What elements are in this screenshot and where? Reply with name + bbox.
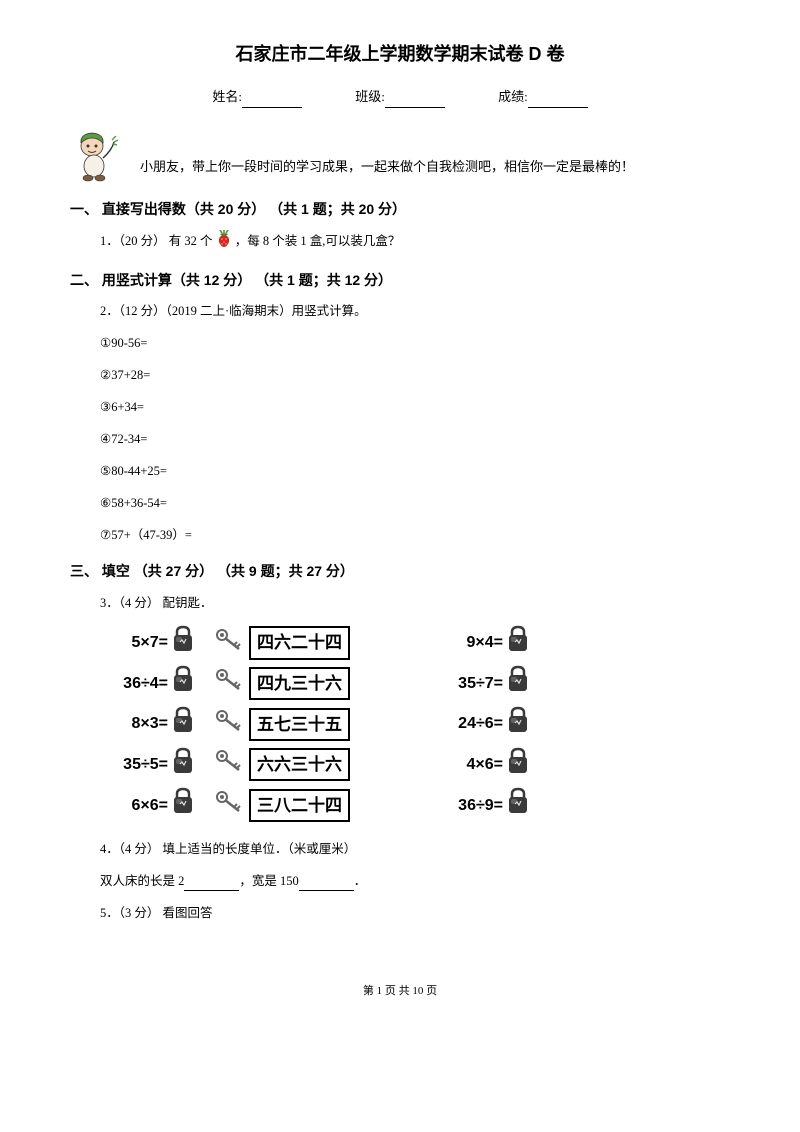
- question-2: 2．（12 分）（2019 二上·临海期末）用竖式计算。: [100, 301, 730, 321]
- question-4: 4．（4 分） 填上适当的长度单位．（米或厘米）: [100, 839, 730, 859]
- key-phrase: 三八二十四: [215, 789, 385, 822]
- intro-row: 小朋友，带上你一段时间的学习成果，一起来做个自我检测吧，相信你一定是最棒的！: [70, 128, 730, 183]
- chinese-phrase-box: 三八二十四: [249, 789, 350, 822]
- strawberry-icon: [216, 230, 232, 254]
- page-footer: 第 1 页 共 10 页: [70, 983, 730, 1001]
- q2-item-5: ⑤80-44+25=: [100, 461, 730, 481]
- lock-icon: [506, 787, 530, 824]
- key-icon: [215, 667, 245, 700]
- lock-icon: [171, 625, 195, 662]
- key-phrase: 六六三十六: [215, 748, 385, 781]
- class-label: 班级:: [355, 89, 385, 104]
- lock-right-expr: 36÷9=: [420, 787, 530, 824]
- section-3-header: 三、 填空 （共 27 分） （共 9 题；共 27 分）: [70, 560, 730, 582]
- question-1: 1．（20 分） 有 32 个 ，每 8 个装 1 盒,可以装几盒？: [100, 230, 730, 254]
- lock-left-expr: 6×6=: [100, 787, 195, 824]
- lock-left-expr: 35÷5=: [100, 747, 195, 784]
- key-icon: [215, 748, 245, 781]
- chinese-phrase-box: 五七三十五: [249, 708, 350, 741]
- key-icon: [215, 627, 245, 660]
- key-icon: [215, 789, 245, 822]
- question-4-line: 双人床的长是 2 ，宽是 150 ．: [100, 871, 730, 891]
- key-phrase: 五七三十五: [215, 708, 385, 741]
- name-label: 姓名:: [212, 89, 242, 104]
- q2-item-2: ②37+28=: [100, 365, 730, 385]
- lock-row: 6×6= 三八二十四 36÷9=: [100, 787, 730, 824]
- class-blank: [385, 107, 445, 108]
- lock-icon: [506, 665, 530, 702]
- q2-item-1: ①90-56=: [100, 333, 730, 353]
- lock-left-expr: 8×3=: [100, 706, 195, 743]
- score-label: 成绩:: [498, 89, 528, 104]
- lock-icon: [171, 787, 195, 824]
- lock-right-expr: 24÷6=: [420, 706, 530, 743]
- lock-row: 36÷4= 四九三十六 35÷7=: [100, 665, 730, 702]
- q1-suffix: ，每 8 个装 1 盒,可以装几盒？: [235, 234, 401, 248]
- q4-p1: 双人床的长是 2: [100, 874, 184, 888]
- lock-icon: [171, 706, 195, 743]
- lock-left-expr: 5×7=: [100, 625, 195, 662]
- lock-icon: [506, 625, 530, 662]
- q2-item-7: ⑦57+（47-39）=: [100, 525, 730, 545]
- lock-right-expr: 4×6=: [420, 747, 530, 784]
- lock-key-table: 5×7= 四六二十四 9×4= 36÷4= 四九三十六 35÷7= 8×3= 五七三十五 24÷…: [100, 625, 730, 824]
- intro-text: 小朋友，带上你一段时间的学习成果，一起来做个自我检测吧，相信你一定是最棒的！: [140, 157, 634, 183]
- chinese-phrase-box: 四九三十六: [249, 667, 350, 700]
- key-icon: [215, 708, 245, 741]
- key-phrase: 四六二十四: [215, 626, 385, 659]
- lock-icon: [506, 747, 530, 784]
- q2-item-4: ④72-34=: [100, 429, 730, 449]
- score-blank: [528, 107, 588, 108]
- question-5: 5．（3 分） 看图回答: [100, 903, 730, 923]
- info-line: 姓名: 班级: 成绩:: [70, 87, 730, 108]
- q4-blank-1: [184, 890, 239, 891]
- chinese-phrase-box: 四六二十四: [249, 626, 350, 659]
- lock-row: 5×7= 四六二十四 9×4=: [100, 625, 730, 662]
- section-2-header: 二、 用竖式计算（共 12 分） （共 1 题；共 12 分）: [70, 269, 730, 291]
- mascot-icon: [70, 128, 120, 183]
- q1-prefix: 1．（20 分） 有 32 个: [100, 234, 216, 248]
- q4-blank-2: [299, 890, 354, 891]
- q2-item-6: ⑥58+36-54=: [100, 493, 730, 513]
- lock-row: 8×3= 五七三十五 24÷6=: [100, 706, 730, 743]
- q4-p3: ．: [354, 874, 367, 888]
- chinese-phrase-box: 六六三十六: [249, 748, 350, 781]
- lock-row: 35÷5= 六六三十六 4×6=: [100, 747, 730, 784]
- lock-left-expr: 36÷4=: [100, 665, 195, 702]
- section-1-header: 一、 直接写出得数（共 20 分） （共 1 题；共 20 分）: [70, 198, 730, 220]
- name-blank: [242, 107, 302, 108]
- lock-right-expr: 9×4=: [420, 625, 530, 662]
- q4-p2: ，宽是 150: [239, 874, 298, 888]
- q2-item-3: ③6+34=: [100, 397, 730, 417]
- page-title: 石家庄市二年级上学期数学期末试卷 D 卷: [70, 40, 730, 69]
- key-phrase: 四九三十六: [215, 667, 385, 700]
- lock-right-expr: 35÷7=: [420, 665, 530, 702]
- lock-icon: [506, 706, 530, 743]
- lock-icon: [171, 747, 195, 784]
- question-3: 3．（4 分） 配钥匙．: [100, 593, 730, 613]
- lock-icon: [171, 665, 195, 702]
